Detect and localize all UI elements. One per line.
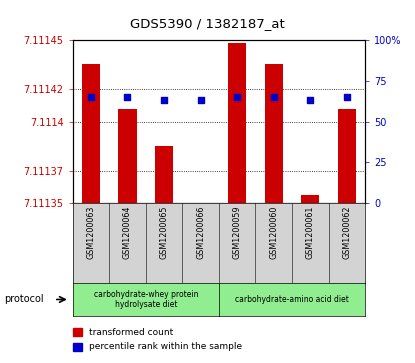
Text: carbohydrate-whey protein
hydrolysate diet: carbohydrate-whey protein hydrolysate di… <box>93 290 198 309</box>
Bar <box>73 343 82 351</box>
Point <box>234 94 241 100</box>
Text: GDS5390 / 1382187_at: GDS5390 / 1382187_at <box>130 17 285 30</box>
Text: protocol: protocol <box>4 294 44 305</box>
Text: GSM1200065: GSM1200065 <box>159 206 168 259</box>
Text: GSM1200059: GSM1200059 <box>233 206 242 259</box>
Point <box>88 94 94 100</box>
Bar <box>301 195 320 203</box>
Point <box>307 98 314 103</box>
Text: transformed count: transformed count <box>89 328 173 337</box>
Bar <box>155 146 173 203</box>
Bar <box>73 328 82 336</box>
Bar <box>82 65 100 203</box>
Point <box>197 98 204 103</box>
Text: GSM1200064: GSM1200064 <box>123 206 132 259</box>
Text: GSM1200061: GSM1200061 <box>306 206 315 259</box>
Text: GSM1200060: GSM1200060 <box>269 206 278 259</box>
Bar <box>265 65 283 203</box>
Point <box>271 94 277 100</box>
Bar <box>338 109 356 203</box>
Point <box>344 94 350 100</box>
Bar <box>191 203 210 363</box>
Bar <box>118 109 137 203</box>
Text: GSM1200063: GSM1200063 <box>86 206 95 259</box>
Text: GSM1200066: GSM1200066 <box>196 206 205 259</box>
Text: carbohydrate-amino acid diet: carbohydrate-amino acid diet <box>235 295 349 304</box>
Bar <box>228 43 247 203</box>
Text: percentile rank within the sample: percentile rank within the sample <box>89 342 242 351</box>
Text: GSM1200062: GSM1200062 <box>342 206 352 259</box>
Point <box>161 98 167 103</box>
Point <box>124 94 131 100</box>
